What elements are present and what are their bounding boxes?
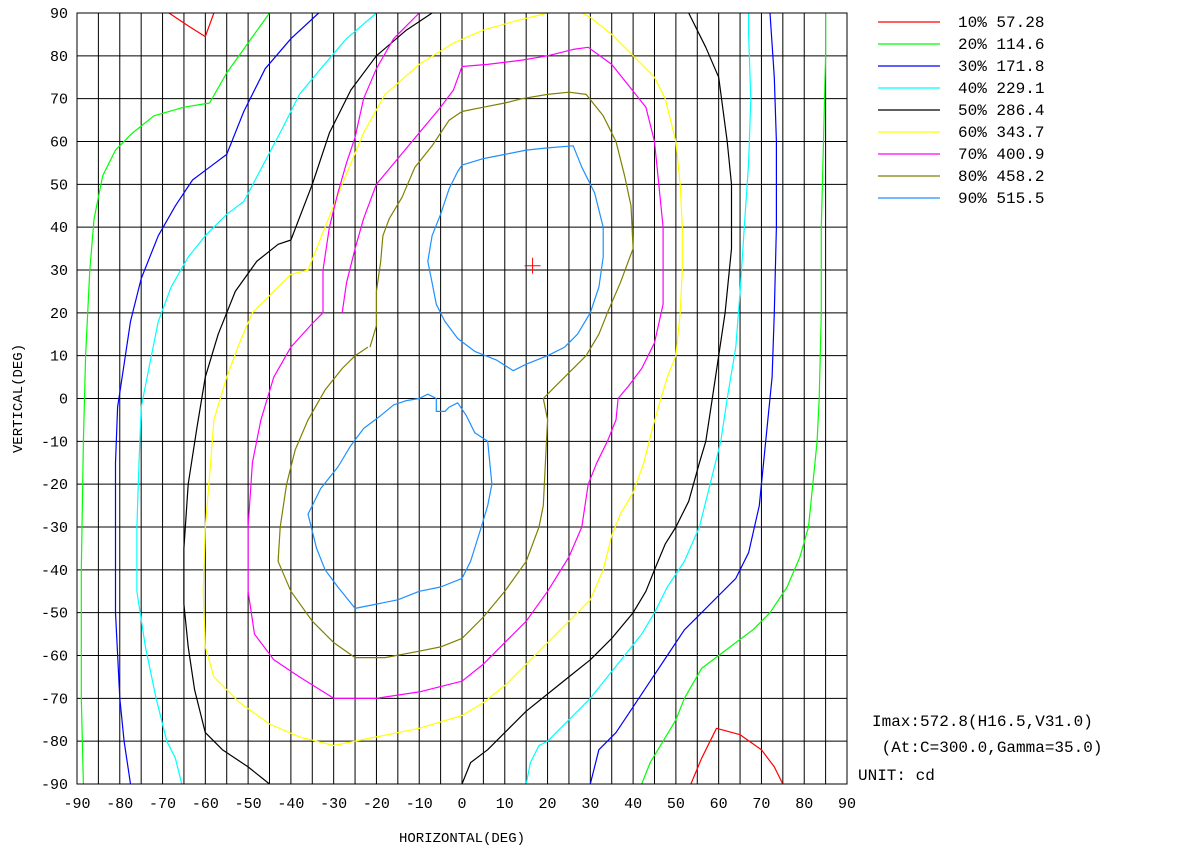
y-tick-label: -40: [41, 563, 68, 580]
legend-item: 80% 458.2: [878, 168, 1044, 186]
x-tick-label: -40: [277, 796, 304, 813]
x-tick-label: -80: [106, 796, 133, 813]
y-tick-label: 40: [50, 220, 68, 237]
x-tick-label: 70: [752, 796, 770, 813]
y-tick-labels: 90 80 70 60 50 40 30 20 10 0 -10 -20 -30 -40 -50 -60 -70…: [41, 6, 68, 794]
contour-line-8: [277, 91, 634, 659]
x-tick-label: 80: [795, 796, 813, 813]
legend-label: 80% 458.2: [958, 168, 1044, 186]
contour-line-2: [641, 13, 827, 785]
contour-line-7: [247, 12, 664, 699]
y-tick-label: -80: [41, 734, 68, 751]
contour-line-4: [136, 12, 377, 785]
x-tick-label: 10: [496, 796, 514, 813]
y-tick-label: -10: [41, 434, 68, 451]
legend-item: 10% 57.28: [878, 14, 1044, 32]
legend-label: 70% 400.9: [958, 146, 1044, 164]
info-line: UNIT: cd: [858, 767, 935, 785]
imax-marker-layer: [524, 257, 541, 274]
legend-item: 70% 400.9: [878, 146, 1044, 164]
y-axis-label: VERTICAL(DEG): [11, 344, 27, 453]
legend-item: 60% 343.7: [878, 124, 1044, 142]
legend: 10% 57.28 20% 114.6 30% 171.8 40% 229.1 50% …: [878, 14, 1044, 208]
x-tick-label: 20: [539, 796, 557, 813]
contour-line-9: [427, 145, 604, 372]
contour-line-9: [307, 393, 493, 609]
plot-frame: [76, 12, 848, 785]
legend-label: 90% 515.5: [958, 190, 1044, 208]
contour-lines: [80, 12, 827, 785]
x-tick-label: 0: [457, 796, 466, 813]
legend-label: 30% 171.8: [958, 58, 1044, 76]
contour-line-1: [690, 727, 784, 785]
y-tick-label: 0: [59, 392, 68, 409]
contour-line-5: [183, 12, 433, 785]
y-tick-label: -70: [41, 691, 68, 708]
y-tick-label: 50: [50, 177, 68, 194]
y-tick-label: -90: [41, 777, 68, 794]
x-tick-label: 30: [581, 796, 599, 813]
x-tick-label: 40: [624, 796, 642, 813]
y-tick-label: 90: [50, 6, 68, 23]
contour-line-3: [114, 12, 320, 785]
y-tick-label: 80: [50, 49, 68, 66]
plot-grid: [76, 12, 848, 785]
x-tick-label: -70: [149, 796, 176, 813]
imax-marker: [524, 257, 541, 274]
x-tick-label: -20: [363, 796, 390, 813]
legend-item: 50% 286.4: [878, 102, 1044, 120]
y-tick-label: -20: [41, 477, 68, 494]
y-tick-label: 30: [50, 263, 68, 280]
contour-line-3: [589, 12, 778, 785]
legend-label: 50% 286.4: [958, 102, 1044, 120]
y-tick-label: 10: [50, 349, 68, 366]
x-tick-label: 60: [710, 796, 728, 813]
x-tick-label: 50: [667, 796, 685, 813]
x-tick-label: -10: [406, 796, 433, 813]
x-tick-label: -30: [320, 796, 347, 813]
x-tick-label: -60: [192, 796, 219, 813]
info-line: Imax:572.8(H16.5,V31.0): [872, 713, 1093, 731]
contour-line-4: [525, 13, 752, 785]
info-line: (At:C=300.0,Gamma=35.0): [872, 739, 1102, 757]
x-tick-labels: -90 -80 -70 -60 -50 -40 -30 -20 -10 0 10 20 30 40 50 60…: [63, 796, 856, 813]
info-annotations: Imax:572.8(H16.5,V31.0) (At:C=300.0,Gamm…: [858, 713, 1102, 785]
legend-label: 20% 114.6: [958, 36, 1044, 54]
y-tick-label: -50: [41, 606, 68, 623]
legend-label: 40% 229.1: [958, 80, 1044, 98]
legend-item: 40% 229.1: [878, 80, 1044, 98]
y-tick-label: -30: [41, 520, 68, 537]
y-tick-label: 70: [50, 92, 68, 109]
y-tick-label: 20: [50, 306, 68, 323]
contour-line-1: [168, 12, 215, 38]
contour-line-6: [202, 12, 683, 747]
y-tick-label: -60: [41, 649, 68, 666]
legend-label: 10% 57.28: [958, 14, 1044, 32]
contour-line-2: [80, 12, 270, 785]
x-axis-label: HORIZONTAL(DEG): [399, 831, 525, 847]
legend-item: 30% 171.8: [878, 58, 1044, 76]
x-tick-label: 90: [838, 796, 856, 813]
x-tick-label: -50: [235, 796, 262, 813]
contour-line-5: [461, 12, 733, 785]
y-tick-label: 60: [50, 135, 68, 152]
x-tick-label: -90: [63, 796, 90, 813]
legend-item: 20% 114.6: [878, 36, 1044, 54]
legend-item: 90% 515.5: [878, 190, 1044, 208]
legend-label: 60% 343.7: [958, 124, 1044, 142]
